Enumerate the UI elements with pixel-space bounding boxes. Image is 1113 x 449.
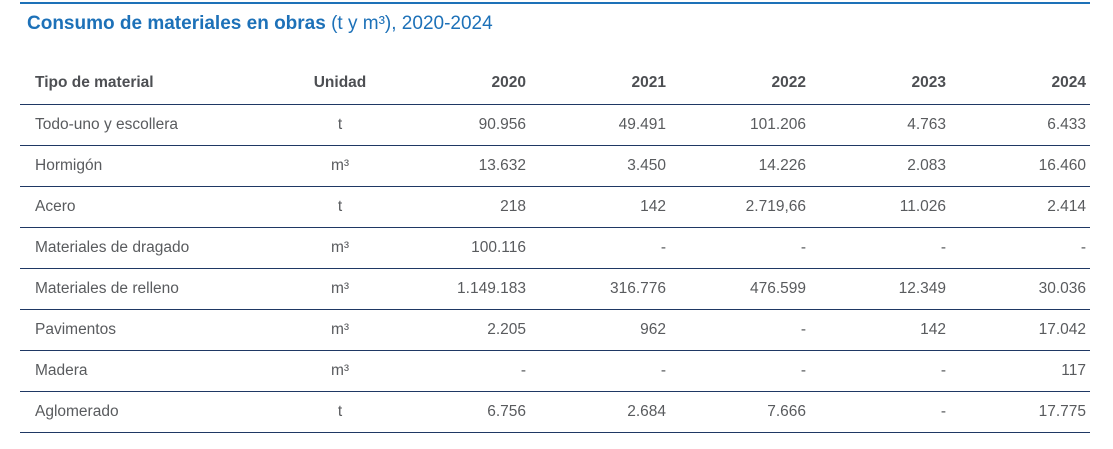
unit-cell: m³: [290, 350, 390, 392]
page-title-suffix: (t y m³), 2020-2024: [325, 13, 493, 34]
table-row: Materiales de relleno m³ 1.149.183 316.7…: [20, 268, 1090, 310]
value-cell-2021: 49.491: [530, 104, 670, 146]
table-row: Madera m³ - - - - 117: [20, 350, 1090, 392]
value-cell-2022: 2.719,66: [670, 186, 810, 228]
value-cell-2022: -: [670, 227, 810, 269]
value-cell-2024: 16.460: [950, 145, 1090, 187]
value-cell-2021: 142: [530, 186, 670, 228]
value-cell-2022: -: [670, 350, 810, 392]
value-cell-2020: 90.956: [390, 104, 530, 146]
table-row: Aglomerado t 6.756 2.684 7.666 - 17.775: [20, 391, 1090, 433]
value-cell-2020: 100.116: [390, 227, 530, 269]
value-cell-2021: 316.776: [530, 268, 670, 310]
value-cell-2022: 14.226: [670, 145, 810, 187]
unit-cell: t: [290, 186, 390, 228]
value-cell-2020: 13.632: [390, 145, 530, 187]
value-cell-2023: 4.763: [810, 104, 950, 146]
unit-cell: m³: [290, 309, 390, 351]
value-cell-2020: 218: [390, 186, 530, 228]
material-cell: Aglomerado: [20, 391, 290, 433]
value-cell-2022: -: [670, 309, 810, 351]
value-cell-2020: -: [390, 350, 530, 392]
top-rule: [20, 2, 1090, 4]
material-cell: Materiales de relleno: [20, 268, 290, 310]
unit-cell: m³: [290, 227, 390, 269]
value-cell-2022: 101.206: [670, 104, 810, 146]
table-row: Pavimentos m³ 2.205 962 - 142 17.042: [20, 309, 1090, 351]
col-header-2021: 2021: [530, 62, 670, 105]
value-cell-2024: 6.433: [950, 104, 1090, 146]
table-row: Todo-uno y escollera t 90.956 49.491 101…: [20, 104, 1090, 146]
value-cell-2023: -: [810, 350, 950, 392]
value-cell-2024: 117: [950, 350, 1090, 392]
material-cell: Todo-uno y escollera: [20, 104, 290, 146]
value-cell-2022: 476.599: [670, 268, 810, 310]
header-row: Tipo de material Unidad 2020 2021 2022 2…: [20, 62, 1090, 105]
value-cell-2023: 2.083: [810, 145, 950, 187]
table-row: Materiales de dragado m³ 100.116 - - - -: [20, 227, 1090, 269]
value-cell-2020: 2.205: [390, 309, 530, 351]
table-row: Hormigón m³ 13.632 3.450 14.226 2.083 16…: [20, 145, 1090, 187]
materials-consumption-table: Tipo de material Unidad 2020 2021 2022 2…: [20, 62, 1090, 433]
value-cell-2020: 6.756: [390, 391, 530, 433]
page-title: Consumo de materiales en obras (t y m³),…: [27, 13, 493, 35]
value-cell-2021: -: [530, 227, 670, 269]
unit-cell: t: [290, 104, 390, 146]
unit-cell: m³: [290, 145, 390, 187]
value-cell-2024: 30.036: [950, 268, 1090, 310]
material-cell: Materiales de dragado: [20, 227, 290, 269]
value-cell-2020: 1.149.183: [390, 268, 530, 310]
value-cell-2023: 11.026: [810, 186, 950, 228]
value-cell-2024: -: [950, 227, 1090, 269]
unit-cell: m³: [290, 268, 390, 310]
value-cell-2024: 17.042: [950, 309, 1090, 351]
value-cell-2024: 17.775: [950, 391, 1090, 433]
value-cell-2023: -: [810, 227, 950, 269]
material-cell: Hormigón: [20, 145, 290, 187]
value-cell-2022: 7.666: [670, 391, 810, 433]
col-header-2023: 2023: [810, 62, 950, 105]
value-cell-2021: -: [530, 350, 670, 392]
material-cell: Madera: [20, 350, 290, 392]
value-cell-2024: 2.414: [950, 186, 1090, 228]
table-body: Todo-uno y escollera t 90.956 49.491 101…: [20, 104, 1090, 433]
col-header-2020: 2020: [390, 62, 530, 105]
value-cell-2021: 2.684: [530, 391, 670, 433]
col-header-material: Tipo de material: [20, 62, 290, 105]
col-header-2022: 2022: [670, 62, 810, 105]
value-cell-2023: -: [810, 391, 950, 433]
value-cell-2021: 962: [530, 309, 670, 351]
value-cell-2021: 3.450: [530, 145, 670, 187]
col-header-2024: 2024: [950, 62, 1090, 105]
col-header-unit: Unidad: [290, 62, 390, 105]
value-cell-2023: 142: [810, 309, 950, 351]
page-title-main: Consumo de materiales en obras: [27, 13, 326, 34]
table-header: Tipo de material Unidad 2020 2021 2022 2…: [20, 62, 1090, 105]
material-cell: Acero: [20, 186, 290, 228]
material-cell: Pavimentos: [20, 309, 290, 351]
table-row: Acero t 218 142 2.719,66 11.026 2.414: [20, 186, 1090, 228]
unit-cell: t: [290, 391, 390, 433]
value-cell-2023: 12.349: [810, 268, 950, 310]
